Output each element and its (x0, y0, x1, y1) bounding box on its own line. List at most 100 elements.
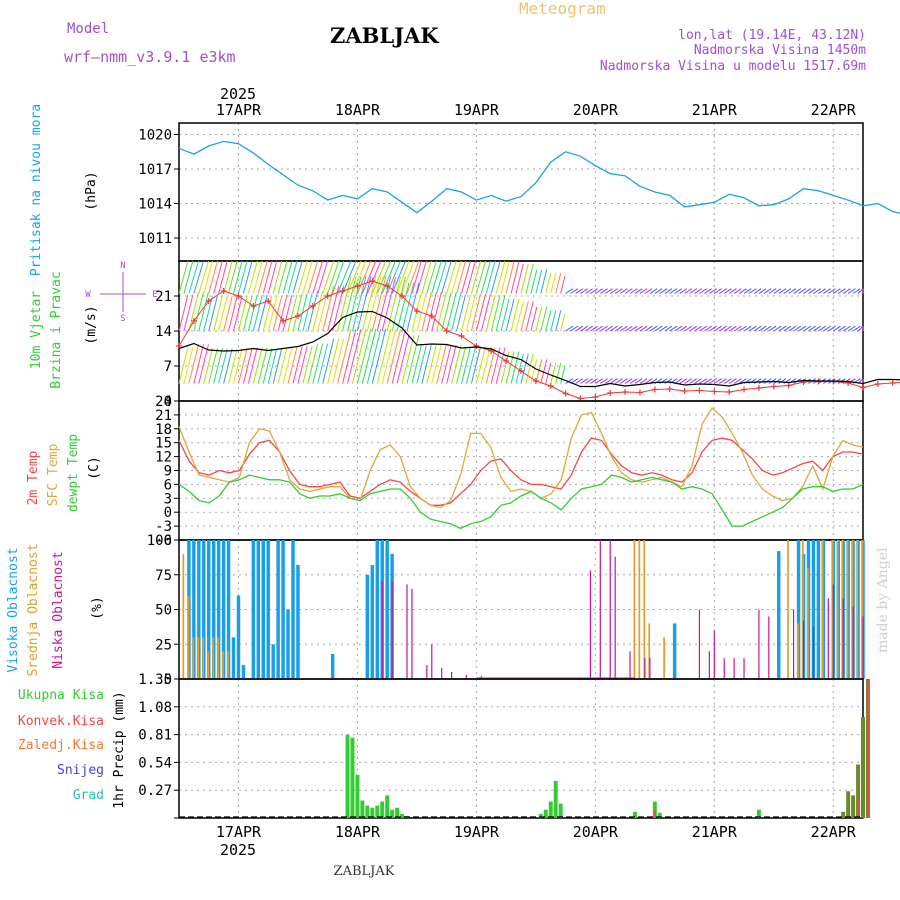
wind-arrow (183, 347, 194, 384)
wind-arrow (292, 260, 303, 294)
wind-arrow (441, 344, 452, 384)
wind-arrow (322, 338, 335, 384)
wind-arrow (480, 346, 491, 384)
wind-arrow (590, 288, 598, 294)
total-precip-bar (390, 809, 395, 818)
wind-arrow (213, 348, 223, 384)
high-cloud-bar (811, 540, 816, 679)
wind-arrow (674, 288, 683, 294)
wind-arrow (307, 260, 319, 294)
wind-arrow (317, 260, 329, 294)
wind-arrow (371, 328, 387, 384)
wind-arrow (828, 288, 836, 294)
wind-arrow (252, 294, 263, 332)
frozen-precip-legend: Zaledj.Kisa (18, 738, 104, 753)
wind-arrow (421, 260, 432, 294)
wind-arrow (233, 295, 243, 332)
total-precip-bar (370, 807, 375, 818)
wind-arrow (778, 325, 787, 332)
wind-arrow (758, 288, 767, 294)
compass-s: S (120, 314, 125, 324)
model-altitude-text: Nadmorska Visina u modelu 1517.69m (600, 59, 866, 74)
wind-arrow (585, 288, 593, 294)
wind-arrow (689, 325, 698, 332)
wind-arrow (813, 288, 821, 294)
wind-arrow (203, 295, 213, 332)
wind-arrow (684, 325, 693, 332)
wind-arrow (342, 260, 357, 294)
wind-arrow (262, 295, 273, 332)
total-precip-bar (395, 807, 400, 818)
wind-arrow (718, 325, 727, 332)
wind-arrow (376, 276, 392, 332)
wind-arrow (545, 310, 552, 332)
wind-arrow (470, 346, 482, 384)
wind-arrow (565, 325, 574, 332)
wind-arrow (738, 378, 747, 384)
y-tick-label: 15 (155, 436, 172, 452)
wind-arrow (738, 288, 747, 294)
wind-arrow (733, 325, 742, 332)
wind-arrow (327, 338, 340, 384)
wind-arrow (495, 260, 506, 294)
wind-arrow (773, 378, 782, 384)
wind-arrow (803, 288, 812, 294)
wind-arrow (788, 288, 797, 294)
wind-arrow (416, 260, 427, 294)
low-cloud-ylabel: Niska Oblacnost (51, 551, 66, 668)
total-precip-bar (538, 813, 543, 818)
high-cloud-bar (365, 574, 370, 679)
wind-arrow (659, 288, 668, 294)
mid-cloud-bar (217, 637, 219, 679)
wind-arrow (431, 344, 442, 384)
wind-arrow (699, 288, 707, 294)
wind-arrow (302, 260, 313, 294)
wind-arrow (565, 378, 574, 384)
wind-arrow (609, 325, 618, 332)
total-precip-bar (553, 780, 558, 818)
wind-arrow (709, 378, 717, 384)
compass-n: N (120, 261, 125, 271)
wind-arrow (456, 294, 467, 332)
y-tick-label: 100 (147, 533, 172, 549)
wind-arrow (664, 288, 673, 294)
sfctemp-line (178, 406, 864, 509)
wind-arrow (247, 260, 258, 294)
wind-arrow (555, 362, 562, 384)
wind-arrow (332, 260, 345, 294)
high-cloud-bar (296, 565, 300, 679)
wind-arrow (545, 362, 552, 384)
wind-arrow (451, 292, 462, 332)
y-tick-label: 9 (164, 464, 172, 480)
wind-arrow (852, 325, 861, 332)
top-year-label: 2025 (220, 85, 256, 103)
wind-arrow (704, 325, 712, 332)
wind-compass: N S W E (85, 261, 157, 324)
wind-arrow (461, 346, 471, 384)
wind-arrow (823, 325, 831, 332)
wind-arrow (322, 260, 335, 294)
conv-precip-bar (867, 679, 869, 818)
wind-arrow (188, 260, 200, 294)
total-precip-bar (756, 809, 761, 818)
wind-arrow (763, 288, 772, 294)
wind-arrow (629, 325, 638, 332)
total-precip-bar (345, 734, 350, 818)
pressure-line (178, 140, 900, 214)
y-tick-label: 3 (164, 491, 172, 507)
mid-cloud-bar (638, 540, 641, 679)
coords-text: lon,lat (19.14E, 43.12N) (678, 28, 866, 43)
wind-arrow (465, 260, 476, 294)
wind-arrow (436, 260, 447, 294)
wind-arrow (485, 295, 496, 332)
wind-arrow (391, 329, 406, 384)
wind-arrow (614, 288, 623, 294)
wind-arrow (629, 288, 638, 294)
wind-arrow (575, 378, 584, 384)
wind-arrow (540, 306, 548, 332)
wind-arrow (649, 288, 658, 294)
wind-arrow (247, 347, 258, 384)
wind-arrow (669, 325, 678, 332)
wind-arrow (510, 261, 520, 294)
total-precip-bar (385, 795, 390, 818)
